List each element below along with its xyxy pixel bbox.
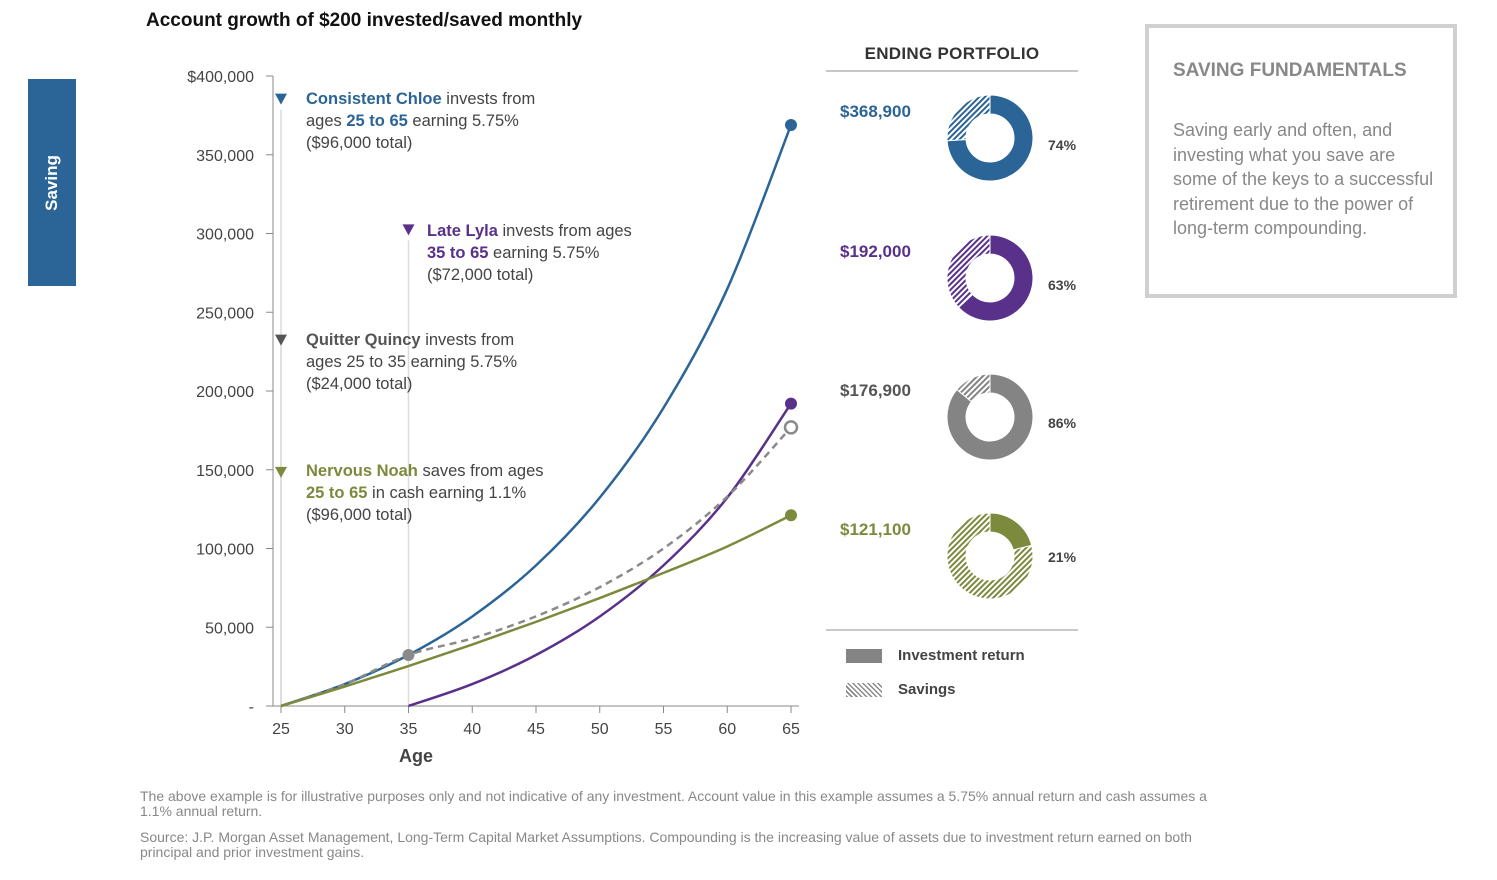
donut-chloe-savings-slice bbox=[946, 94, 991, 142]
data-point-marker bbox=[402, 649, 415, 662]
legend-investment-return-label: Investment return bbox=[898, 647, 1025, 664]
series-line-chloe bbox=[280, 124, 793, 708]
donut-chloe-return-slice bbox=[946, 94, 1034, 182]
annotation-chloe: Consistent Chloe invests from ages 25 to… bbox=[306, 88, 535, 154]
annotation-quincy-name: Quitter Quincy bbox=[306, 331, 421, 349]
y-tick-label: - bbox=[249, 699, 254, 716]
footnote-source: Source: J.P. Morgan Asset Management, Lo… bbox=[140, 829, 1192, 860]
annotation-quincy-text1: invests from bbox=[420, 331, 515, 349]
annotation-quincy-total: ($24,000 total) bbox=[306, 375, 413, 393]
y-tick-label: 200,000 bbox=[196, 384, 254, 401]
savings-swatch bbox=[846, 682, 882, 697]
annotation-quincy-text2: ages 25 to 35 earning 5.75% bbox=[306, 353, 517, 371]
data-point-marker bbox=[785, 397, 797, 410]
data-point-marker bbox=[785, 118, 797, 131]
portfolio-pct-quincy: 86% bbox=[1048, 415, 1077, 431]
data-point-marker bbox=[783, 420, 799, 435]
saving-fundamentals-box: SAVING FUNDAMENTALS Saving early and oft… bbox=[1145, 24, 1457, 298]
box-body: Saving early and often, and investing wh… bbox=[1173, 120, 1434, 238]
donut-lyla-return-slice bbox=[957, 234, 1034, 322]
y-tick-label: 250,000 bbox=[196, 305, 254, 322]
series-line-noah bbox=[280, 514, 792, 708]
portfolio-value-chloe: $368,900 bbox=[840, 102, 911, 121]
x-tick-label: 60 bbox=[718, 721, 736, 738]
annotation-noah-text1: saves from ages bbox=[417, 462, 544, 480]
y-tick-label: 350,000 bbox=[196, 148, 254, 165]
y-tick-label: 100,000 bbox=[196, 542, 254, 559]
annotation-noah: Nervous Noah saves from ages 25 to 65 in… bbox=[306, 460, 544, 526]
y-tick-label: 300,000 bbox=[196, 227, 254, 244]
portfolio-pct-chloe: 74% bbox=[1048, 137, 1077, 153]
portfolio-pct-lyla: 63% bbox=[1048, 277, 1077, 293]
series-line-quincy bbox=[280, 426, 792, 708]
annotation-chloe-text1: invests from bbox=[441, 90, 536, 108]
annotation-lyla-total: ($72,000 total) bbox=[427, 266, 534, 284]
chart-title: Account growth of $200 invested/saved mo… bbox=[146, 10, 583, 31]
annotation-marker bbox=[275, 93, 287, 105]
line-chart: - 50,000 100,000 150,000 200,000 250,000 300,0… bbox=[187, 69, 800, 766]
x-tick-label: 65 bbox=[782, 721, 800, 738]
portfolio-value-quincy: $176,900 bbox=[840, 381, 911, 400]
annotation-marker bbox=[275, 334, 287, 346]
annotation-lyla: Late Lyla invests from ages 35 to 65 ear… bbox=[427, 220, 632, 286]
annotation-lyla-ages: 35 to 65 bbox=[427, 244, 489, 262]
portfolio-pct-noah: 21% bbox=[1048, 549, 1077, 565]
annotation-lyla-text1: invests from ages bbox=[497, 222, 632, 240]
x-axis-title: Age bbox=[399, 746, 433, 766]
investment-return-swatch bbox=[846, 648, 882, 663]
donut-lyla-savings-slice bbox=[946, 234, 991, 309]
donut-noah-savings-slice bbox=[946, 512, 1034, 600]
annotation-chloe-text2: ages bbox=[306, 112, 347, 130]
annotation-lyla-text3: earning 5.75% bbox=[488, 244, 600, 262]
portfolio-divider-bottom bbox=[826, 629, 1078, 631]
series-line-lyla bbox=[408, 402, 793, 708]
portfolio-value-lyla: $192,000 bbox=[840, 242, 911, 261]
legend-investment-return: Investment return bbox=[846, 647, 1025, 664]
box-title: SAVING FUNDAMENTALS bbox=[1173, 60, 1407, 81]
annotation-noah-name: Nervous Noah bbox=[306, 462, 418, 480]
x-tick-label: 40 bbox=[463, 721, 481, 738]
data-point-marker bbox=[785, 509, 797, 522]
x-tick-label: 25 bbox=[272, 721, 290, 738]
annotation-chloe-total: ($96,000 total) bbox=[306, 134, 413, 152]
x-tick-label: 50 bbox=[591, 721, 609, 738]
y-tick-label: $400,000 bbox=[187, 69, 254, 86]
legend-savings: Savings bbox=[846, 681, 956, 698]
portfolio-divider-top bbox=[826, 70, 1078, 72]
annotation-marker bbox=[402, 224, 415, 236]
x-tick-label: 30 bbox=[336, 721, 354, 738]
annotation-chloe-ages: 25 to 65 bbox=[346, 112, 408, 130]
legend-savings-label: Savings bbox=[898, 681, 956, 698]
annotation-chloe-text3: earning 5.75% bbox=[407, 112, 519, 130]
x-tick-label: 55 bbox=[655, 721, 673, 738]
annotation-noah-total: ($96,000 total) bbox=[306, 506, 413, 524]
y-tick-label: 150,000 bbox=[196, 463, 254, 480]
section-tab: Saving bbox=[28, 79, 76, 286]
annotation-quincy: Quitter Quincy invests from ages 25 to 3… bbox=[306, 329, 517, 395]
donut-quincy-return-slice bbox=[946, 373, 1034, 461]
donut-quincy-savings-slice bbox=[956, 373, 991, 403]
donut-noah-return-slice bbox=[989, 512, 1033, 551]
annotation-noah-text3: in cash earning 1.1% bbox=[367, 484, 527, 502]
portfolio-value-noah: $121,100 bbox=[840, 520, 911, 539]
y-tick-label: 50,000 bbox=[205, 620, 254, 637]
annotation-noah-ages: 25 to 65 bbox=[306, 484, 368, 502]
x-tick-label: 45 bbox=[527, 721, 545, 738]
annotation-lyla-name: Late Lyla bbox=[427, 222, 498, 240]
portfolio-title: ENDING PORTFOLIO bbox=[864, 44, 1040, 63]
x-tick-label: 35 bbox=[400, 721, 418, 738]
footnote-disclaimer: The above example is for illustrative pu… bbox=[140, 788, 1207, 819]
annotation-marker bbox=[275, 466, 287, 478]
annotation-chloe-name: Consistent Chloe bbox=[306, 90, 442, 108]
